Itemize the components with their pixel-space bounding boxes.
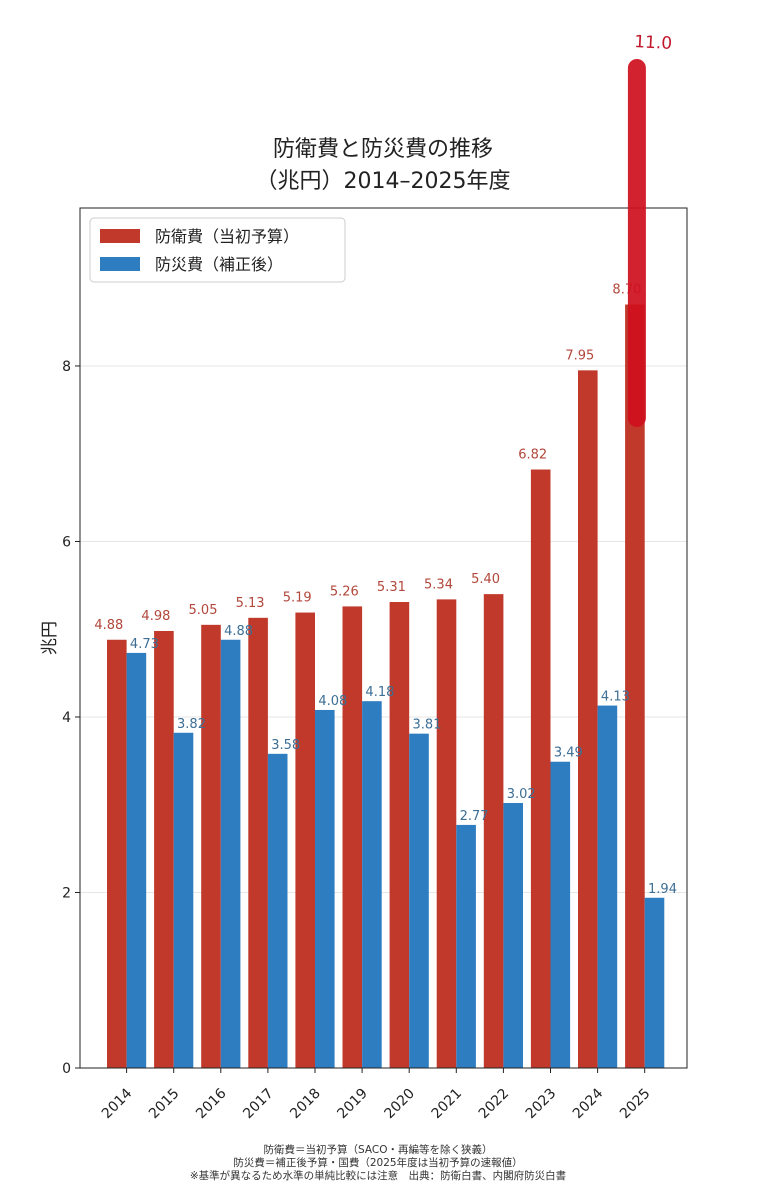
bars [107, 304, 665, 1068]
x-tick-label: 2014 [99, 1085, 136, 1122]
chart-title: 防衛費と防災費の推移 [273, 137, 493, 162]
value-label-disaster: 4.13 [601, 690, 630, 705]
legend: 防衛費（当初予算） 防災費（補正後） [89, 217, 346, 283]
value-label-defense: 5.40 [471, 572, 500, 587]
annotation: 11.0 [627, 32, 673, 427]
bar-disaster [503, 802, 523, 1068]
value-label-defense: 6.82 [518, 448, 547, 463]
value-label-disaster: 1.94 [648, 882, 677, 897]
x-tick-label: 2019 [334, 1086, 371, 1123]
x-tick-label: 2024 [570, 1085, 607, 1122]
bar-disaster [550, 761, 571, 1068]
value-label-disaster: 3.81 [413, 718, 442, 733]
x-tick-label: 2015 [146, 1086, 183, 1123]
y-tick-label: 6 [62, 534, 71, 550]
value-label-disaster: 4.08 [318, 694, 347, 709]
value-label-defense: 7.95 [565, 348, 594, 363]
bar-defense [389, 602, 410, 1068]
value-label-defense: 4.98 [141, 609, 170, 624]
bar-disaster [409, 733, 429, 1068]
y-tick-label: 2 [62, 885, 71, 901]
value-labels: 4.88 4.73 4.98 3.82 5.05 4.88 5.13 3.58 5.19 4.08… [94, 283, 677, 897]
y-axis-label: 兆円 [40, 621, 60, 655]
footnote-line: 防衛費＝当初予算（SACO・再編等を除く狭義） [264, 1143, 493, 1156]
value-label-disaster: 4.18 [365, 685, 394, 700]
bar-defense [154, 630, 174, 1068]
x-tick-label: 2020 [382, 1086, 419, 1123]
value-label-defense: 5.05 [189, 603, 218, 618]
chart-subtitle: （兆円）2014–2025年度 [256, 169, 511, 194]
bar-disaster [644, 897, 665, 1068]
footnotes: 防衛費＝当初予算（SACO・再編等を除く狭義）防災費＝補正後予算・国費（2025… [190, 1143, 566, 1182]
value-label-defense: 4.88 [94, 618, 123, 633]
x-tick-label: 2018 [287, 1086, 324, 1123]
value-label-disaster: 3.82 [177, 717, 206, 732]
x-tick-label: 2016 [193, 1085, 230, 1122]
bar-disaster [267, 753, 288, 1068]
bar-defense [201, 624, 221, 1068]
footnote-line: ※基準が異なるため水準の単純比較には注意 出典：防衛白書、内閣府防災白書 [190, 1169, 566, 1182]
x-tick-label: 2023 [523, 1086, 560, 1123]
bar-defense [625, 304, 645, 1068]
value-label-disaster: 3.02 [507, 787, 536, 802]
value-label-disaster: 3.58 [271, 738, 300, 753]
bar-defense [107, 639, 127, 1068]
value-label-disaster: 3.49 [554, 746, 583, 761]
bar-defense [530, 469, 551, 1068]
value-label-defense: 5.31 [377, 580, 406, 595]
value-label-defense: 5.34 [424, 577, 453, 592]
bar-defense [295, 612, 315, 1068]
bar-defense [342, 606, 363, 1068]
bar-defense [248, 617, 268, 1068]
bar-disaster [597, 705, 618, 1068]
legend-label-defense: 防衛費（当初予算） [155, 227, 299, 246]
x-tick-label: 2017 [240, 1086, 277, 1123]
footnote-line: 防災費＝補正後予算・国費（2025年度は当初予算の速報値） [233, 1156, 522, 1169]
bar-disaster [315, 709, 335, 1068]
value-label-disaster: 2.77 [460, 809, 489, 824]
value-label-disaster: 4.88 [224, 624, 253, 639]
x-tick-label: 2025 [617, 1086, 654, 1123]
value-label-defense: 5.13 [236, 596, 265, 611]
value-label-disaster: 4.73 [130, 637, 159, 652]
bar-disaster [220, 639, 241, 1068]
legend-label-disaster: 防災費（補正後） [155, 255, 283, 274]
legend-swatch-disaster [100, 257, 140, 271]
bar-disaster [126, 652, 147, 1068]
bar-disaster [173, 732, 194, 1068]
bar-disaster [362, 701, 382, 1068]
y-tick-label: 0 [62, 1061, 71, 1077]
x-tick-label: 2022 [476, 1086, 513, 1123]
bar-defense [483, 594, 504, 1068]
plot-frame [79, 207, 688, 1069]
y-tick-label: 4 [62, 710, 71, 726]
legend-box [89, 217, 346, 283]
x-tick-label: 2021 [429, 1086, 466, 1123]
legend-swatch-defense [100, 229, 140, 243]
value-label-defense: 5.26 [330, 584, 359, 599]
annotation-text: 11.0 [634, 32, 673, 54]
value-label-defense: 5.19 [283, 591, 312, 606]
y-tick-label: 8 [62, 359, 71, 375]
bar-defense [436, 599, 457, 1068]
bar-disaster [456, 824, 476, 1068]
bar-defense [578, 370, 598, 1068]
